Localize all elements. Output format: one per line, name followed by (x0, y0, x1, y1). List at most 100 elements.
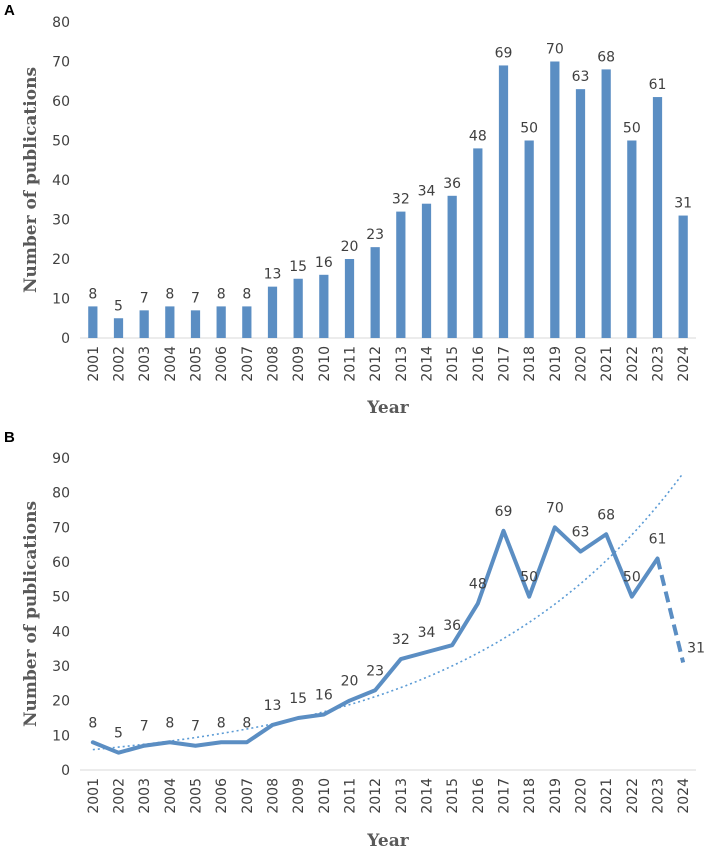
data-label: 36 (443, 618, 461, 634)
y-tick-label: 40 (52, 173, 70, 189)
y-tick-label: 70 (52, 55, 70, 71)
bar (88, 306, 98, 338)
bar-chart-a: 0 10 20 30 40 50 60 70 80 2001 2002 2003 2004 2005 200… (21, 15, 696, 418)
y-tick-label: 90 (52, 451, 70, 467)
bar (678, 215, 688, 338)
x-tick-label: 2016 (471, 346, 487, 382)
y-tick-label: 80 (52, 486, 70, 502)
x-tick-label: 2002 (112, 346, 128, 382)
x-tick-label: 2003 (137, 778, 153, 814)
x-tick-label: 2018 (522, 778, 538, 814)
data-label: 48 (469, 128, 487, 144)
y-tick-label: 60 (52, 94, 70, 110)
data-label: 69 (495, 504, 513, 520)
data-label: 8 (242, 715, 251, 731)
data-label: 50 (520, 570, 538, 586)
x-tick-label: 2015 (445, 778, 461, 814)
x-tick-label: 2021 (599, 778, 615, 814)
y-tick-label: 80 (52, 15, 70, 31)
y-tick-label: 0 (61, 331, 70, 347)
x-tick-label: 2008 (266, 778, 282, 814)
x-tick-label: 2019 (548, 346, 564, 382)
bar (190, 310, 201, 338)
x-tick-label: 2003 (137, 346, 153, 382)
data-label: 61 (649, 532, 667, 548)
data-label: 48 (469, 577, 487, 593)
y-tick-label: 30 (52, 213, 70, 229)
x-tick-label: 2002 (112, 778, 128, 814)
x-tick-label: 2020 (574, 778, 590, 814)
data-label: 5 (114, 298, 123, 314)
x-tick-label: 2001 (86, 778, 102, 814)
data-label: 15 (289, 259, 307, 275)
y-axis-title: Number of publications (21, 501, 41, 727)
bar (370, 247, 380, 338)
data-label: 63 (572, 525, 590, 541)
bar (601, 69, 611, 339)
x-tick-label: 2006 (214, 346, 230, 382)
panel-a-label: A (4, 2, 15, 19)
bar (293, 278, 303, 338)
series-line-projection (655, 558, 686, 664)
data-label: 50 (520, 121, 538, 137)
data-label: 63 (572, 69, 590, 85)
data-label: 61 (649, 77, 667, 93)
data-label: 34 (418, 184, 436, 200)
data-label: 8 (242, 286, 251, 302)
data-label: 5 (114, 726, 123, 742)
bar (447, 195, 457, 338)
x-tick-label: 2005 (189, 778, 205, 814)
x-axis-title: Year (366, 398, 409, 418)
x-tick-label: 2020 (574, 346, 590, 382)
x-tick-label: 2012 (368, 346, 384, 382)
y-axis-title: Number of publications (21, 67, 41, 293)
x-tick-label: 2009 (291, 346, 307, 382)
data-label: 15 (289, 691, 307, 707)
x-tick-label: 2024 (676, 346, 692, 382)
x-tick-label: 2023 (651, 346, 667, 382)
bar (498, 65, 509, 338)
x-tick-label: 2019 (548, 778, 564, 814)
data-label: 50 (623, 121, 641, 137)
x-tick-label: 2008 (266, 346, 282, 382)
bar (575, 89, 586, 339)
x-tick-label: 2017 (497, 346, 513, 382)
data-label: 13 (264, 267, 282, 283)
x-tick-label: 2010 (317, 778, 333, 814)
y-tick-label: 60 (52, 555, 70, 571)
x-tick-label: 2013 (394, 778, 410, 814)
data-label: 16 (315, 255, 333, 271)
x-tick-label: 2017 (497, 778, 513, 814)
bar (242, 306, 252, 338)
y-tick-label: 20 (52, 694, 70, 710)
data-label: 23 (366, 663, 384, 679)
x-tick-label: 2022 (625, 346, 641, 382)
data-label: 8 (165, 286, 174, 302)
bar (473, 148, 483, 338)
x-tick-label: 2009 (291, 778, 307, 814)
data-label: 70 (546, 500, 564, 516)
bar (524, 140, 534, 338)
data-label: 31 (674, 196, 692, 212)
data-label: 7 (140, 719, 149, 735)
y-tick-label: 50 (52, 134, 70, 150)
panel-b-label: B (4, 429, 15, 446)
x-tick-label: 2007 (240, 346, 256, 382)
x-tick-label: 2021 (599, 346, 615, 382)
y-tick-label: 40 (52, 624, 70, 640)
bar (267, 286, 278, 338)
data-label: 8 (88, 286, 97, 302)
line-chart-b: 0 10 20 30 40 50 60 70 80 90 2001 2002 2003 2004 2005 2… (21, 451, 705, 849)
y-tick-label: 50 (52, 590, 70, 606)
bar (421, 203, 432, 338)
x-tick-label: 2024 (676, 778, 692, 814)
data-label: 8 (217, 715, 226, 731)
x-tick-label: 2004 (163, 346, 179, 382)
data-label: 13 (264, 698, 282, 714)
x-tick-label: 2022 (625, 778, 641, 814)
y-tick-label: 30 (52, 659, 70, 675)
x-tick-label: 2006 (214, 778, 230, 814)
data-label: 68 (597, 507, 615, 523)
y-tick-label: 70 (52, 520, 70, 536)
data-label: 8 (88, 715, 97, 731)
